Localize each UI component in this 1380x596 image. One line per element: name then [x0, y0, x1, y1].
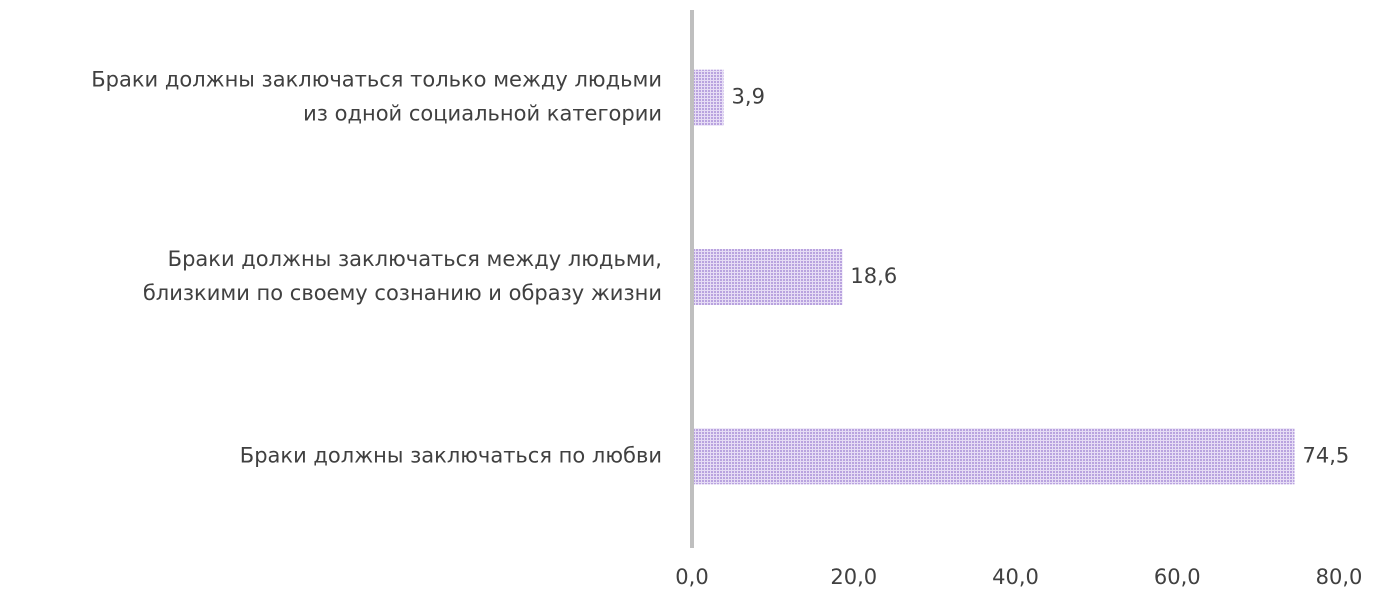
value-label: 18,6 — [850, 264, 897, 288]
x-tick-label: 80,0 — [1316, 565, 1363, 589]
category-label: Браки должны заключаться между людьми, бл… — [143, 247, 662, 305]
bar — [692, 428, 1295, 485]
bar — [692, 69, 724, 126]
value-label: 74,5 — [1303, 443, 1350, 467]
value-label: 3,9 — [732, 85, 765, 109]
x-tick-label: 60,0 — [1154, 565, 1201, 589]
x-tick-label: 20,0 — [830, 565, 877, 589]
category-label: Браки должны заключаться только между лю… — [91, 68, 662, 126]
category-label: Браки должны заключаться по любви — [240, 443, 662, 467]
x-tick-label: 40,0 — [992, 565, 1039, 589]
bar — [692, 249, 843, 305]
x-tick-label: 0,0 — [675, 565, 708, 589]
